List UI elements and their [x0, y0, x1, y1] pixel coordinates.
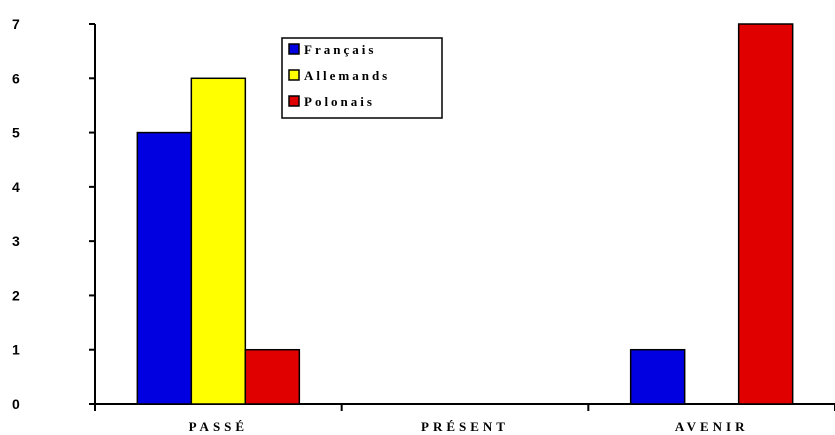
x-tick-label: AVENIR: [675, 419, 749, 434]
legend-box: [281, 37, 443, 119]
y-tick-label: 5: [12, 125, 20, 141]
legend-swatch: [288, 95, 300, 107]
legend-swatch: [288, 43, 300, 55]
y-tick-label: 1: [12, 342, 20, 358]
bars: [136, 23, 794, 405]
bar-allemands-0: [190, 77, 247, 405]
x-tick-label: PASSÉ: [189, 419, 249, 434]
y-tick-label: 0: [12, 396, 20, 412]
bar-français-0: [136, 131, 193, 405]
y-tick-label: 6: [12, 70, 20, 86]
y-axis: 0 1 2 3 4 5 6 7: [12, 16, 96, 412]
bar-polonais-2: [737, 23, 794, 405]
y-tick-label: 7: [12, 16, 20, 32]
legend-swatch: [288, 69, 300, 81]
legend: Français Allemands Polonais: [281, 37, 443, 119]
x-axis: PASSÉ PRÉSENT AVENIR: [94, 403, 835, 434]
bar-français-2: [629, 348, 686, 405]
x-tick-label: PRÉSENT: [421, 419, 509, 434]
legend-label: Allemands: [304, 68, 390, 83]
legend-label: Polonais: [304, 94, 375, 109]
bar-polonais-0: [244, 348, 301, 405]
y-tick-label: 3: [12, 233, 20, 249]
legend-label: Français: [304, 42, 376, 57]
y-tick-label: 2: [12, 287, 20, 303]
y-tick-label: 4: [12, 179, 20, 195]
